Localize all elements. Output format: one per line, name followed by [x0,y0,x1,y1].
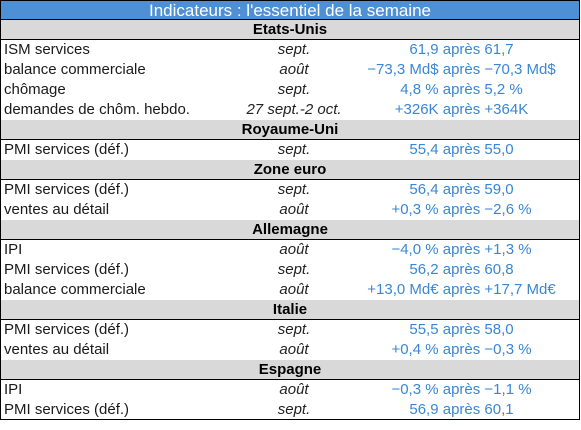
section-header-etats-unis: Etats-Unis [0,20,580,40]
table-row: ventes au détail août +0,4 % après −0,3 % [0,340,580,360]
value: 55,4 après 55,0 [409,141,514,158]
indicator-name: PMI services (déf.) [4,141,130,158]
indicator-name: ventes au détail [4,201,110,218]
period: sept. [277,41,311,58]
value: −4,0 % après +1,3 % [391,241,532,258]
period: août [279,61,309,78]
table-row: IPI août −4,0 % après +1,3 % [0,240,580,260]
table-row: PMI services (déf.) sept. 56,2 après 60,8 [0,260,580,280]
indicators-table: Indicateurs : l'essentiel de la semaine … [0,0,580,420]
value: 56,4 après 59,0 [409,181,514,198]
indicator-name: PMI services (déf.) [4,321,130,338]
value: 56,9 après 60,1 [409,401,514,418]
table-title: Indicateurs : l'essentiel de la semaine [0,0,580,20]
table-row: IPI août −0,3 % après −1,1 % [0,380,580,400]
table-row: PMI services (déf.) sept. 55,4 après 55,0 [0,140,580,160]
period: sept. [277,181,311,198]
indicator-name: PMI services (déf.) [4,181,130,198]
indicator-name: IPI [4,381,23,398]
indicator-name: ventes au détail [4,341,110,358]
table-row: balance commerciale août +13,0 Md€ après +… [0,280,580,300]
value: −73,3 Md$ après −70,3 Md$ [367,61,556,78]
table-row: chômage sept. 4,8 % après 5,2 % [0,80,580,100]
indicator-name: PMI services (déf.) [4,261,130,278]
indicator-name: IPI [4,241,23,258]
indicator-name: balance commerciale [4,61,146,78]
period: août [279,281,309,298]
section-header-zone-euro: Zone euro [0,160,580,180]
value: 56,2 après 60,8 [409,261,514,278]
indicator-name: demandes de chôm. hebdo. [4,101,190,118]
table-row: balance commerciale août −73,3 Md$ après −… [0,60,580,80]
section-header-italie: Italie [0,300,580,320]
value: 4,8 % après 5,2 % [400,81,523,98]
period: sept. [277,401,311,418]
value: +13,0 Md€ après +17,7 Md€ [367,281,556,298]
section-header-allemagne: Allemagne [0,220,580,240]
period: août [279,241,309,258]
value: 55,5 après 58,0 [409,321,514,338]
indicator-name: chômage [4,81,66,98]
period: sept. [277,141,311,158]
table-row: PMI services (déf.) sept. 55,5 après 58,0 [0,320,580,340]
indicator-name: PMI services (déf.) [4,401,130,418]
table-row: ventes au détail août +0,3 % après −2,6 % [0,200,580,220]
value: +0,3 % après −2,6 % [391,201,532,218]
table-row: PMI services (déf.) sept. 56,9 après 60,1 [0,400,580,420]
period: sept. [277,321,311,338]
period: août [279,381,309,398]
period: 27 sept.-2 oct. [246,101,342,118]
section-header-espagne: Espagne [0,360,580,380]
value: 61,9 après 61,7 [409,41,514,58]
table-row: ISM services sept. 61,9 après 61,7 [0,40,580,60]
section-header-royaume-uni: Royaume-Uni [0,120,580,140]
table-row: demandes de chôm. hebdo. 27 sept.-2 oct. +… [0,100,580,120]
period: sept. [277,261,311,278]
value: +0,4 % après −0,3 % [391,341,532,358]
value: +326K après +364K [394,101,529,118]
table-row: PMI services (déf.) sept. 56,4 après 59,0 [0,180,580,200]
indicator-name: ISM services [4,41,90,58]
value: −0,3 % après −1,1 % [391,381,532,398]
period: août [279,341,309,358]
indicator-name: balance commerciale [4,281,146,298]
period: sept. [277,81,311,98]
period: août [279,201,309,218]
